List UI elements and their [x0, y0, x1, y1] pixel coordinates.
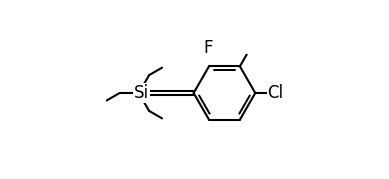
Text: Si: Si: [134, 84, 149, 102]
Text: Cl: Cl: [267, 84, 283, 102]
Text: F: F: [203, 39, 213, 57]
